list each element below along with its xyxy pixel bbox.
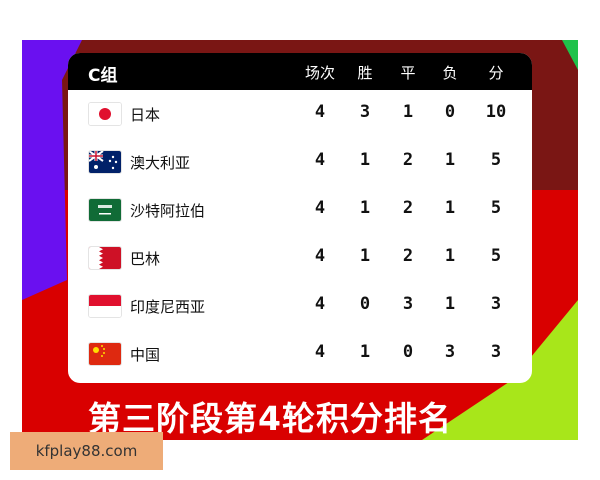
losses-value: 3: [444, 342, 456, 362]
table-row: 印度尼西亚 4 0 3 1 3: [68, 282, 532, 330]
standings-table: C组 场次 胜 平 负 分 日本 4 3 1 0 10 澳大利亚 4 1 2 1 5 沙特阿拉伯 4 1 2 1…: [68, 53, 532, 383]
china-flag-icon: [88, 342, 122, 366]
points-value: 5: [490, 246, 502, 266]
points-value: 10: [485, 102, 507, 122]
draws-value: 3: [402, 294, 414, 314]
played-value: 4: [314, 294, 326, 314]
wins-value: 1: [359, 150, 371, 170]
played-value: 4: [314, 342, 326, 362]
team-name: 日本: [130, 106, 161, 124]
losses-value: 1: [444, 198, 456, 218]
wins-value: 1: [359, 198, 371, 218]
table-row: 日本 4 3 1 0 10: [68, 90, 532, 138]
losses-value: 0: [444, 102, 456, 122]
japan-flag-icon: [88, 102, 122, 126]
points-value: 5: [490, 198, 502, 218]
draws-value: 0: [402, 342, 414, 362]
losses-value: 1: [444, 294, 456, 314]
header-losses: 负: [442, 64, 458, 82]
wins-value: 0: [359, 294, 371, 314]
table-row: 沙特阿拉伯 4 1 2 1 5: [68, 186, 532, 234]
header-draws: 平: [400, 64, 416, 82]
losses-value: 1: [444, 246, 456, 266]
table-row: 澳大利亚 4 1 2 1 5: [68, 138, 532, 186]
page-title: 第三阶段第4轮积分排名: [88, 399, 452, 438]
draws-value: 2: [402, 246, 414, 266]
team-name: 巴林: [130, 250, 161, 268]
draws-value: 2: [402, 150, 414, 170]
header-points: 分: [488, 64, 504, 82]
group-label: C组: [88, 66, 118, 86]
points-value: 3: [490, 342, 502, 362]
wins-value: 3: [359, 102, 371, 122]
team-name: 沙特阿拉伯: [130, 202, 206, 220]
points-value: 3: [490, 294, 502, 314]
losses-value: 1: [444, 150, 456, 170]
played-value: 4: [314, 102, 326, 122]
header-wins: 胜: [357, 64, 373, 82]
header-played: 场次: [304, 64, 336, 82]
table-row: 巴林 4 1 2 1 5: [68, 234, 532, 282]
draws-value: 2: [402, 198, 414, 218]
bahrain-flag-icon: [88, 246, 122, 270]
wins-value: 1: [359, 246, 371, 266]
draws-value: 1: [402, 102, 414, 122]
saudi-arabia-flag-icon: [88, 198, 122, 222]
table-row: 中国 4 1 0 3 3: [68, 330, 532, 378]
played-value: 4: [314, 150, 326, 170]
points-value: 5: [490, 150, 502, 170]
australia-flag-icon: [88, 150, 122, 174]
team-name: 澳大利亚: [130, 154, 191, 172]
watermark: kfplay88.com: [10, 432, 163, 470]
indonesia-flag-icon: [88, 294, 122, 318]
played-value: 4: [314, 198, 326, 218]
wins-value: 1: [359, 342, 371, 362]
team-name: 中国: [130, 346, 161, 364]
team-name: 印度尼西亚: [130, 298, 206, 316]
played-value: 4: [314, 246, 326, 266]
table-header: C组 场次 胜 平 负 分: [68, 53, 532, 90]
